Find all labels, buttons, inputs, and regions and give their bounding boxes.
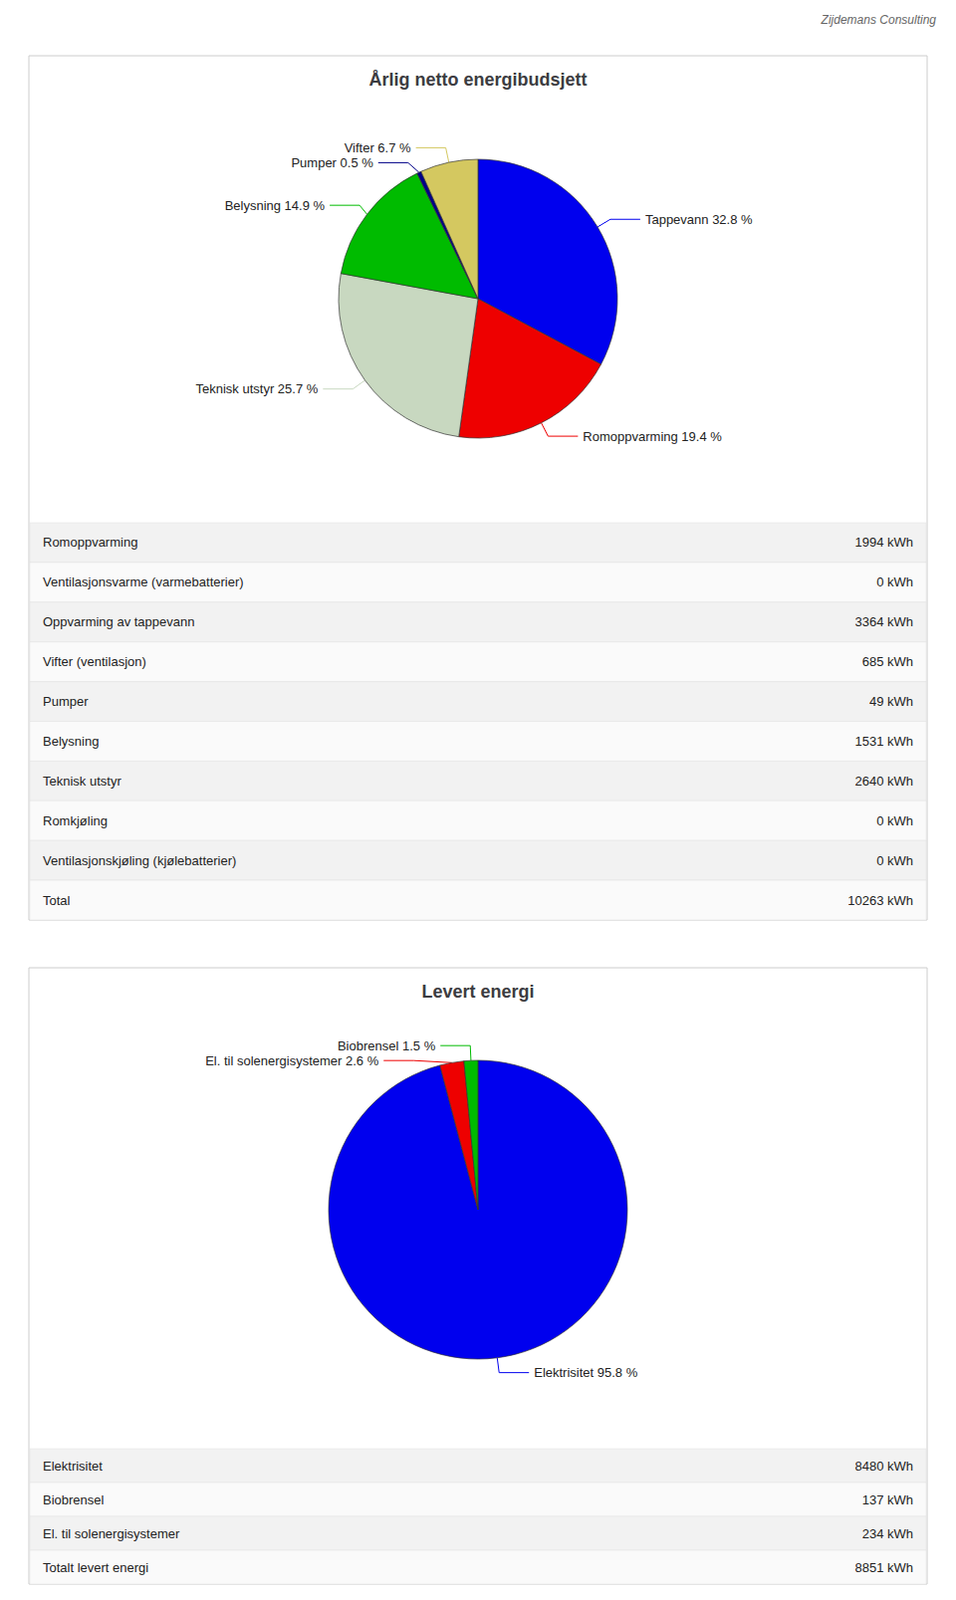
svg-text:8851 kWh: 8851 kWh — [854, 1560, 914, 1576]
svg-text:Totalt levert energi: Totalt levert energi — [42, 1560, 149, 1576]
svg-text:Pumper: Pumper — [42, 694, 89, 710]
svg-text:1994 kWh: 1994 kWh — [854, 534, 914, 550]
svg-text:Romoppvarming 19.4 %: Romoppvarming 19.4 % — [582, 429, 722, 445]
svg-text:Teknisk utstyr 25.7 %: Teknisk utstyr 25.7 % — [195, 381, 318, 397]
svg-text:Tappevann 32.8 %: Tappevann 32.8 % — [645, 212, 753, 228]
svg-text:49 kWh: 49 kWh — [869, 694, 914, 710]
svg-text:1531 kWh: 1531 kWh — [854, 733, 914, 749]
svg-text:0 kWh: 0 kWh — [876, 574, 914, 590]
svg-text:Oppvarming av tappevann: Oppvarming av tappevann — [42, 614, 195, 630]
svg-text:Zijdemans Consulting: Zijdemans Consulting — [820, 12, 938, 27]
svg-text:234 kWh: 234 kWh — [862, 1526, 914, 1542]
svg-text:0 kWh: 0 kWh — [876, 853, 914, 869]
svg-text:Ventilasjonsvarme (varmebatter: Ventilasjonsvarme (varmebatterier) — [42, 574, 244, 590]
svg-text:137 kWh: 137 kWh — [862, 1492, 914, 1508]
svg-text:Total: Total — [42, 893, 71, 909]
svg-text:Elektrisitet 95.8 %: Elektrisitet 95.8 % — [533, 1365, 638, 1381]
svg-text:Levert energi: Levert energi — [421, 981, 534, 1002]
svg-text:Belysning: Belysning — [42, 733, 99, 749]
svg-text:8480 kWh: 8480 kWh — [854, 1458, 914, 1474]
svg-text:685 kWh: 685 kWh — [862, 654, 914, 670]
svg-text:Romoppvarming: Romoppvarming — [42, 534, 138, 550]
svg-text:0 kWh: 0 kWh — [876, 813, 914, 829]
svg-text:El. til solenergisystemer: El. til solenergisystemer — [42, 1526, 181, 1542]
svg-text:Belysning 14.9 %: Belysning 14.9 % — [225, 198, 326, 214]
svg-text:Teknisk utstyr: Teknisk utstyr — [42, 773, 122, 789]
svg-text:Pumper 0.5 %: Pumper 0.5 % — [290, 155, 374, 171]
svg-text:Romkjøling: Romkjøling — [42, 813, 108, 829]
svg-text:Årlig netto energibudsjett: Årlig netto energibudsjett — [368, 69, 587, 90]
svg-text:3364 kWh: 3364 kWh — [854, 614, 914, 630]
svg-text:Biobrensel 1.5 %: Biobrensel 1.5 % — [337, 1038, 437, 1054]
svg-text:10263 kWh: 10263 kWh — [847, 893, 914, 909]
svg-text:Vifter (ventilasjon): Vifter (ventilasjon) — [42, 654, 147, 670]
svg-text:Elektrisitet: Elektrisitet — [42, 1458, 103, 1474]
svg-text:Vifter 6.7 %: Vifter 6.7 % — [344, 140, 412, 156]
svg-text:Biobrensel: Biobrensel — [42, 1492, 105, 1508]
svg-text:2640 kWh: 2640 kWh — [854, 773, 914, 789]
svg-text:Ventilasjonskjøling (kjølebatt: Ventilasjonskjøling (kjølebatterier) — [42, 853, 237, 869]
svg-text:El. til solenergisystemer 2.6: El. til solenergisystemer 2.6 % — [205, 1053, 380, 1069]
